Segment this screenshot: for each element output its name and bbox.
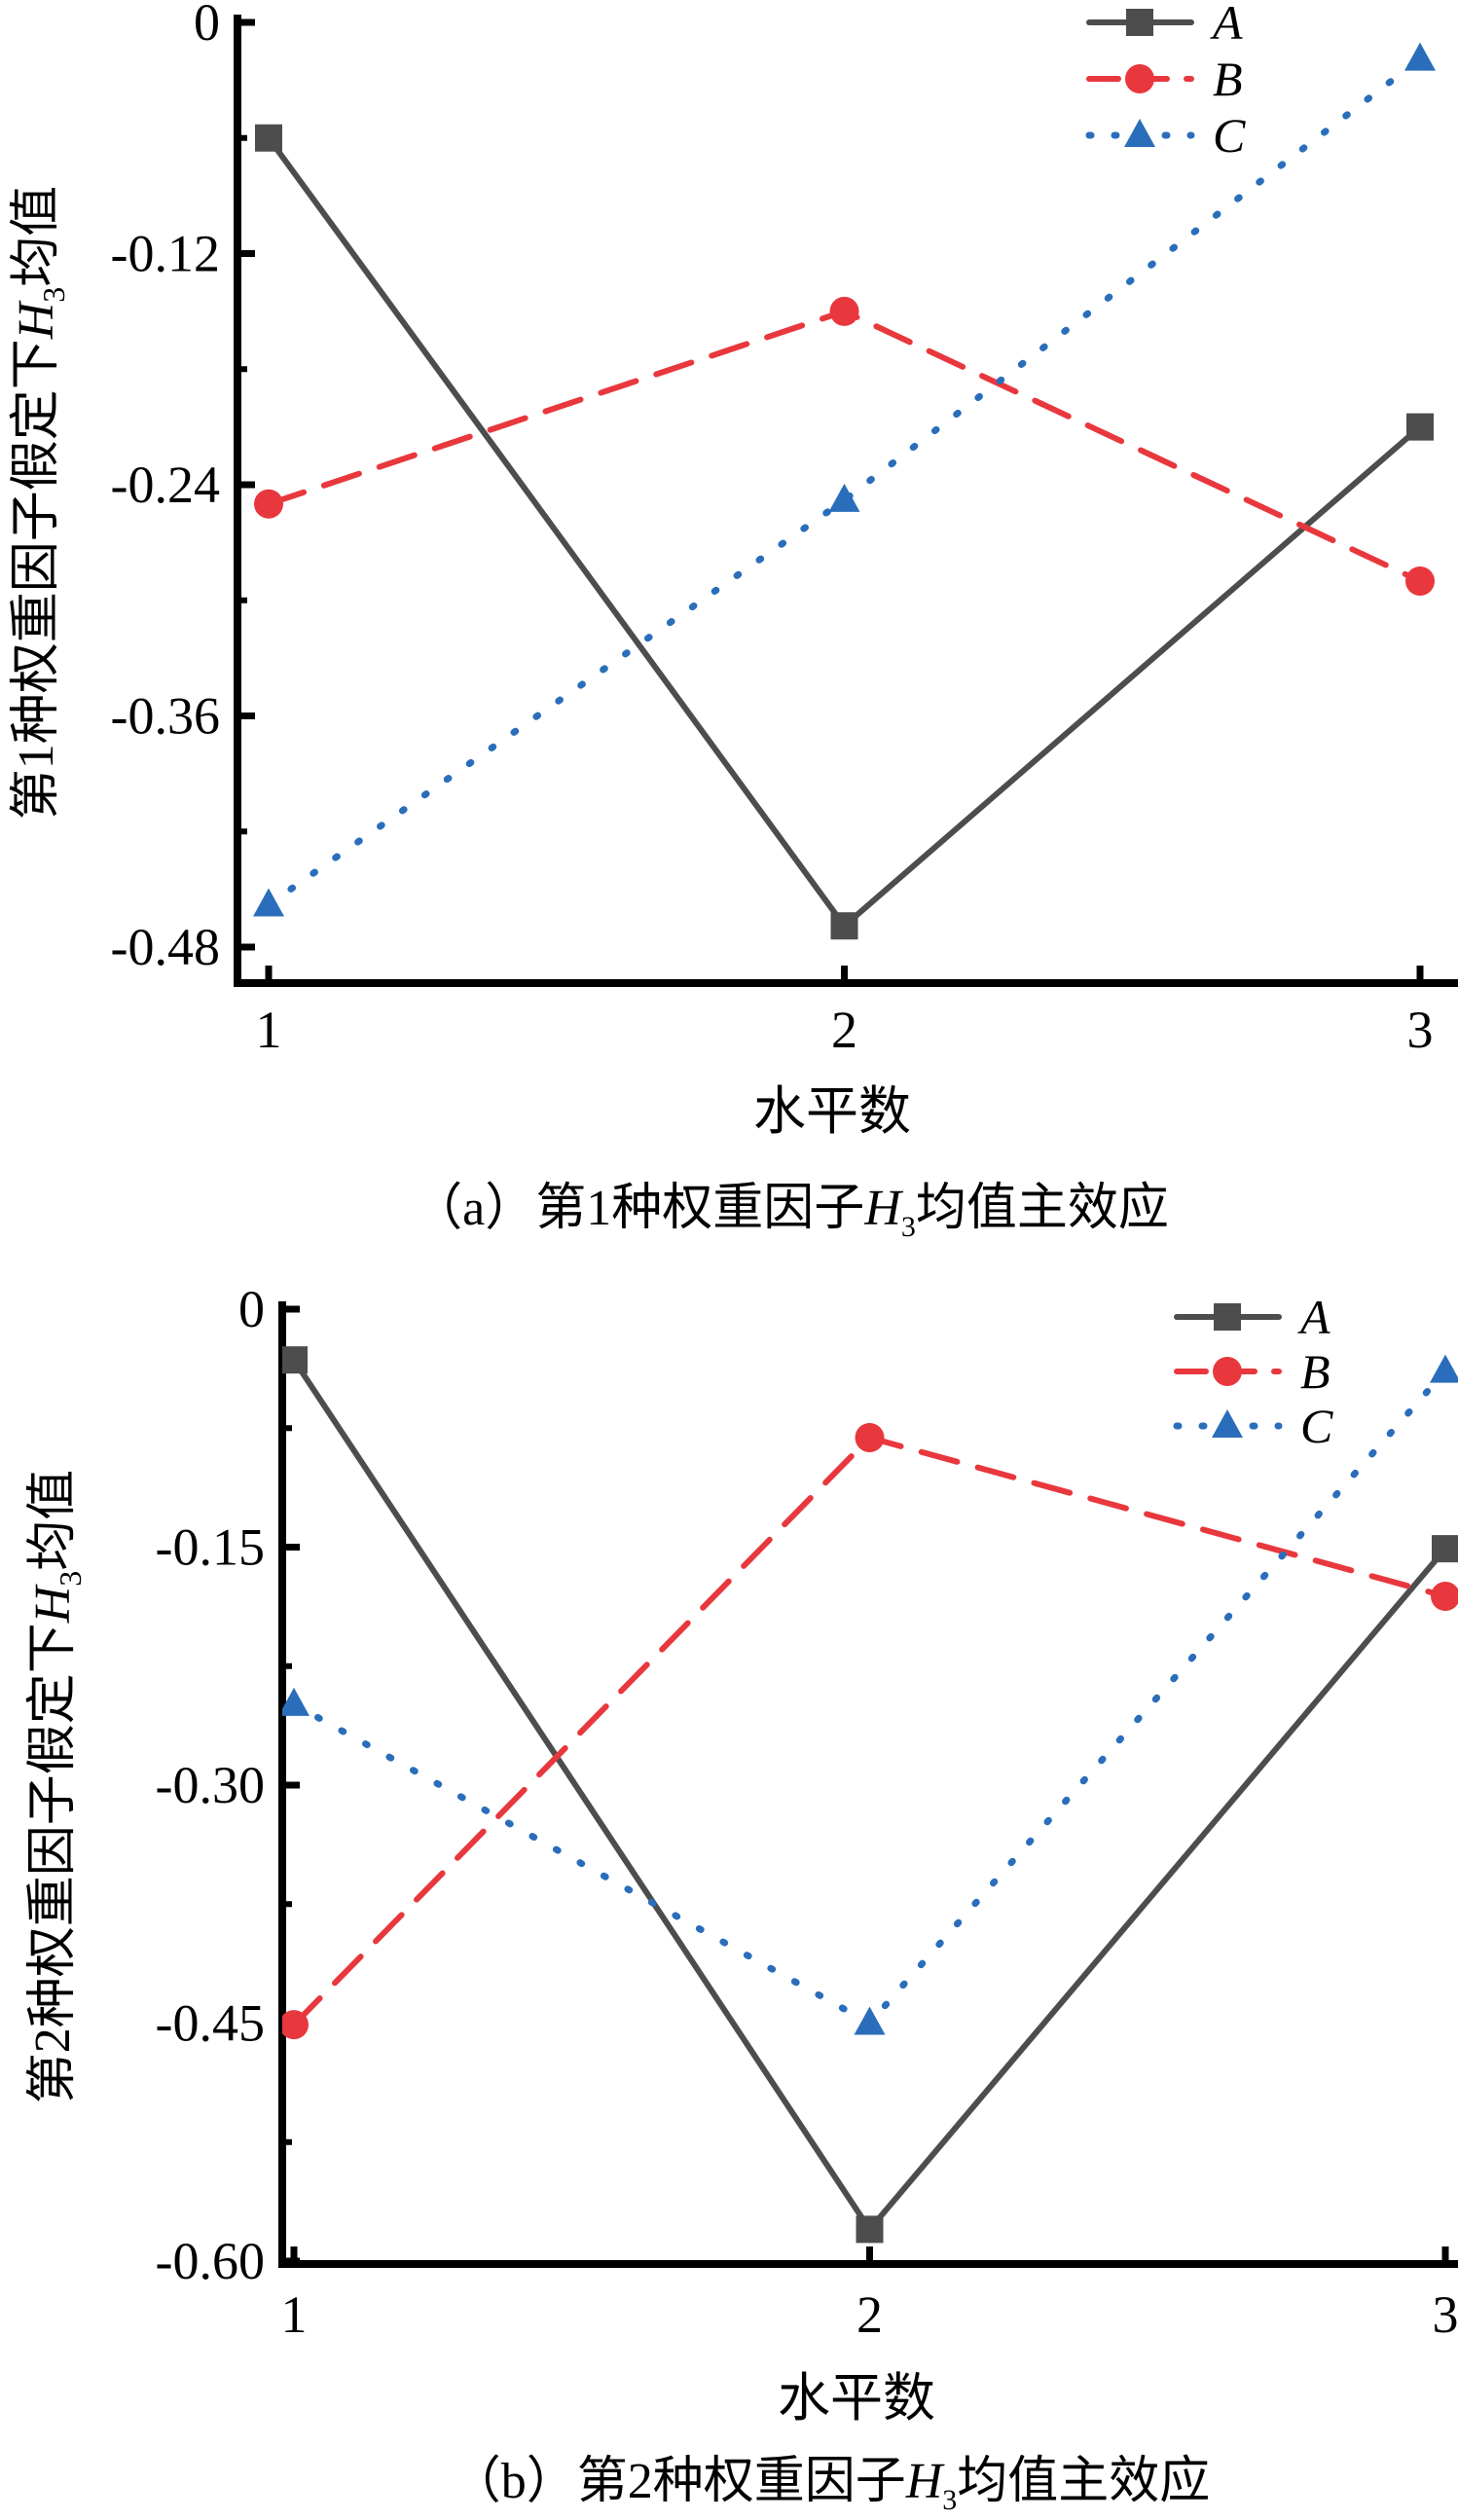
series-C-line [290, 1368, 1449, 2027]
legend-item-C: C [1173, 1399, 1333, 1453]
legend-label: C [1300, 1399, 1333, 1453]
caption-prefix: （b）第2种权重因子 [451, 2454, 906, 2509]
caption-sub: 3 [942, 2484, 957, 2516]
plot-area [282, 1346, 1458, 2244]
legend-C-marker [1212, 1409, 1243, 1438]
caption-suffix: 均值主效应 [957, 2454, 1210, 2509]
y-axis-label-sub: 3 [53, 1571, 88, 1587]
legend-label: B [1300, 1344, 1330, 1399]
series-A-line [266, 134, 1423, 931]
legend-B-marker [1125, 64, 1154, 93]
figure-caption: （b）第2种权重因子H3均值主效应 [451, 2454, 1211, 2516]
series-B-point-1-marker [282, 2010, 309, 2040]
series-A-point-1-marker [255, 124, 282, 152]
series-B-point-2-marker [829, 296, 859, 326]
series-C-point-3-marker [1404, 42, 1436, 71]
legend-label: B [1213, 52, 1243, 106]
legend-B-marker [1213, 1357, 1242, 1386]
series-C-point-2-marker [854, 2006, 886, 2035]
x-axis-label: 水平数 [778, 2369, 935, 2428]
legend-item-A: A [1086, 0, 1243, 50]
series-B-line [291, 1434, 1448, 2028]
y-tick-label: -0.48 [111, 918, 220, 976]
y-tick-label: -0.30 [156, 1756, 265, 1814]
x-tick-label: 2 [831, 1001, 857, 1059]
y-tick-label: 0 [194, 0, 220, 52]
y-axis-label-suffix: 均值 [9, 186, 64, 287]
legend-label: C [1213, 108, 1246, 163]
caption-prefix: （a）第1种权重因子 [412, 1181, 864, 1236]
y-axis-label-var: H [9, 300, 64, 340]
y-axis-label-var: H [25, 1584, 81, 1624]
y-tick-label: -0.15 [156, 1518, 265, 1577]
legend-A-marker [1126, 9, 1153, 36]
caption-sub: 3 [901, 1211, 916, 1243]
series-C-point-2-marker [828, 483, 860, 512]
y-tick-label: 0 [238, 1280, 265, 1338]
caption-suffix: 均值主效应 [916, 1181, 1169, 1236]
series-C-point-1-marker [282, 1687, 310, 1716]
legend-C-marker [1124, 119, 1155, 147]
x-tick-label: 2 [857, 2285, 883, 2344]
series-C-point-1-marker [253, 888, 284, 917]
y-tick-label: -0.36 [111, 687, 220, 746]
x-tick-label: 1 [256, 1001, 282, 1059]
y-tick-label: -0.12 [111, 225, 220, 283]
series-B-point-3-marker [1431, 1582, 1458, 1612]
y-tick-label: -0.60 [156, 2232, 265, 2290]
legend-item-C: C [1085, 108, 1246, 163]
caption-var: H [863, 1181, 903, 1236]
series-A-point-2-marker [830, 912, 858, 940]
legend-A-marker [1214, 1303, 1241, 1331]
y-axis-label-suffix: 均值 [25, 1470, 81, 1571]
x-tick-label: 3 [1407, 1001, 1434, 1059]
chart-a: 0-0.12-0.24-0.36-0.481 2 3水平数第1种权重因子假定下H3均… [9, 0, 1458, 1243]
series-B-point-3-marker [1405, 566, 1435, 596]
plot-area [253, 42, 1436, 940]
series-C-line [265, 55, 1424, 908]
figure-caption: （a）第1种权重因子H3均值主效应 [412, 1181, 1169, 1243]
series-B-point-1-marker [254, 489, 283, 519]
y-tick-label: -0.24 [111, 456, 220, 514]
series-A-point-1-marker [282, 1346, 308, 1374]
legend-item-A: A [1174, 1290, 1330, 1344]
legend-item-B: B [1086, 52, 1243, 106]
series-B-line [266, 308, 1423, 584]
x-tick-label: 1 [281, 2285, 308, 2344]
series-B-point-2-marker [855, 1423, 885, 1453]
series-A-point-3-marker [1432, 1535, 1458, 1563]
y-axis-label-sub: 3 [36, 287, 71, 303]
series-C-point-3-marker [1430, 1354, 1458, 1383]
y-axis-label: 第2种权重因子假定下H3均值 [25, 1470, 88, 2104]
x-tick-label: 3 [1433, 2285, 1458, 2344]
series-A-line [291, 1357, 1448, 2235]
legend-label: A [1210, 0, 1243, 50]
y-tick-label: -0.45 [156, 1994, 265, 2053]
legend-item-B: B [1174, 1344, 1330, 1399]
chart-b: 0-0.15-0.30-0.45-0.601 2 3水平数第2种权重因子假定下H3均… [25, 1280, 1458, 2516]
y-axis-label-prefix: 第2种权重因子假定下 [25, 1623, 81, 2103]
y-axis-label: 第1种权重因子假定下H3均值 [9, 186, 71, 821]
caption-var: H [905, 2454, 945, 2509]
legend-label: A [1297, 1290, 1330, 1344]
series-A-point-2-marker [856, 2215, 884, 2244]
y-axis-label-prefix: 第1种权重因子假定下 [9, 339, 64, 820]
x-axis-label: 水平数 [753, 1082, 911, 1141]
series-A-point-3-marker [1406, 413, 1434, 441]
